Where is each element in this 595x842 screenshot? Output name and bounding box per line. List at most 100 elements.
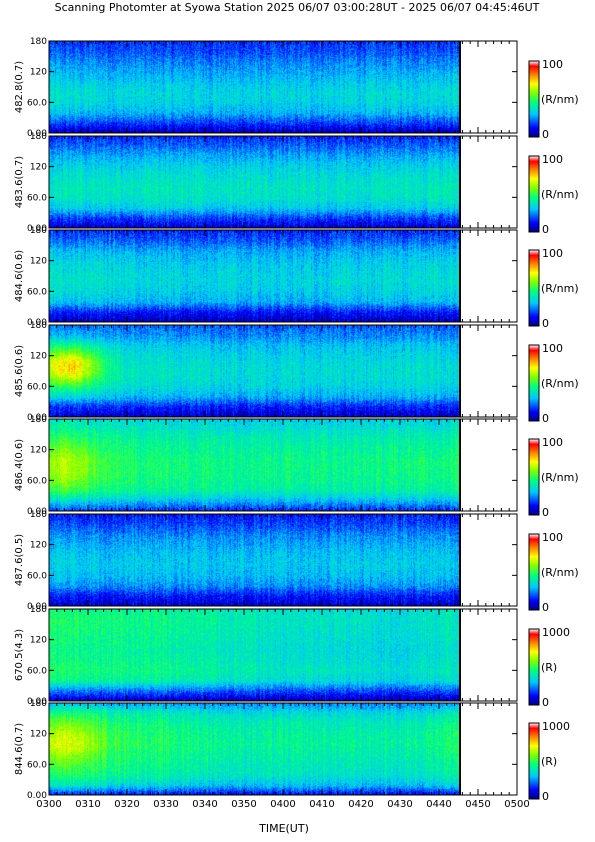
colorbar-unit-label: (R/nm) bbox=[541, 471, 579, 484]
y-tick-label: 60.0 bbox=[27, 666, 47, 676]
y-tick-label: 0.00 bbox=[27, 602, 47, 612]
x-tick-label: 0440 bbox=[426, 799, 451, 810]
x-tick-label: 0310 bbox=[75, 799, 100, 810]
y-tick-label: 120 bbox=[30, 541, 47, 551]
heatmap-image bbox=[49, 41, 460, 133]
y-tick-label: 120 bbox=[30, 257, 47, 267]
colorbar-max-label: 100 bbox=[542, 247, 563, 260]
colorbar-max-label: 100 bbox=[542, 58, 563, 71]
colorbar-max-label: 100 bbox=[542, 531, 563, 544]
heatmap-image bbox=[49, 325, 460, 417]
heatmap-image bbox=[49, 514, 460, 606]
colorbar bbox=[528, 628, 540, 706]
colorbar-max-label: 1000 bbox=[542, 626, 570, 639]
colorbar-unit-label: (R) bbox=[541, 661, 557, 674]
x-tick-label: 0420 bbox=[348, 799, 373, 810]
heatmap-image bbox=[49, 136, 460, 228]
panel-ylabel: 483.6(0.7) bbox=[14, 156, 25, 208]
colorbar-min-label: 0 bbox=[542, 412, 549, 425]
colorbar bbox=[528, 722, 540, 800]
panel-3: 0.00 60.0 120 180 484.6(0.6) 100 (R/nm) 0 bbox=[14, 226, 579, 330]
colorbar-min-label: 0 bbox=[542, 506, 549, 519]
colorbar bbox=[528, 155, 540, 233]
y-tick-label: 0.00 bbox=[27, 697, 47, 707]
y-tick-label: 180 bbox=[30, 132, 47, 142]
x-tick-label: 0400 bbox=[270, 799, 295, 810]
colorbar-unit-label: (R/nm) bbox=[541, 282, 579, 295]
y-tick-label: 120 bbox=[30, 68, 47, 78]
panel-7: 0.00 60.0 120 180 670.5(4.3) 1000 (R) 0 bbox=[14, 605, 570, 709]
y-tick-label: 120 bbox=[30, 730, 47, 740]
x-tick-label: 0450 bbox=[465, 799, 490, 810]
panel-ylabel: 482.8(0.7) bbox=[14, 61, 25, 113]
panel-1: 0.00 60.0 120 180 482.8(0.7) 100 (R/nm) 0 bbox=[14, 37, 579, 141]
colorbar-max-label: 100 bbox=[542, 342, 563, 355]
colorbar-min-label: 0 bbox=[542, 317, 549, 330]
figure-title: Scanning Photomter at Syowa Station 2025… bbox=[55, 1, 540, 14]
y-tick-label: 0.00 bbox=[27, 318, 47, 328]
heatmap-image bbox=[49, 230, 460, 322]
colorbar-min-label: 0 bbox=[542, 696, 549, 709]
panel-4: 0.00 60.0 120 180 485.6(0.6) 100 (R/nm) 0 bbox=[14, 321, 579, 425]
y-tick-label: 60.0 bbox=[27, 760, 47, 770]
colorbar-unit-label: (R/nm) bbox=[541, 566, 579, 579]
colorbar-min-label: 0 bbox=[542, 790, 549, 803]
colorbar bbox=[528, 249, 540, 327]
x-axis-label: TIME(UT) bbox=[258, 822, 309, 835]
x-tick-label: 0320 bbox=[114, 799, 139, 810]
colorbar-unit-label: (R/nm) bbox=[541, 93, 579, 106]
panel-ylabel: 485.6(0.6) bbox=[14, 345, 25, 397]
panel-ylabel: 844.6(0.7) bbox=[14, 723, 25, 775]
y-tick-label: 60.0 bbox=[27, 382, 47, 392]
y-tick-label: 60.0 bbox=[27, 571, 47, 581]
x-tick-label: 0330 bbox=[153, 799, 178, 810]
y-tick-label: 120 bbox=[30, 636, 47, 646]
colorbar bbox=[528, 533, 540, 611]
panel-2: 0.00 60.0 120 180 483.6(0.7) 100 (R/nm) 0 bbox=[14, 132, 579, 236]
colorbar-unit-label: (R/nm) bbox=[541, 188, 579, 201]
x-tick-label: 0410 bbox=[309, 799, 334, 810]
heatmap-image bbox=[49, 419, 460, 511]
colorbar-unit-label: (R/nm) bbox=[541, 377, 579, 390]
y-tick-label: 60.0 bbox=[27, 193, 47, 203]
x-tick-label: 0340 bbox=[192, 799, 217, 810]
colorbar-max-label: 1000 bbox=[542, 720, 570, 733]
panel-ylabel: 670.5(4.3) bbox=[14, 629, 25, 681]
colorbar bbox=[528, 60, 540, 138]
panel-ylabel: 486.4(0.6) bbox=[14, 439, 25, 491]
y-tick-label: 120 bbox=[30, 446, 47, 456]
y-tick-label: 0.00 bbox=[27, 129, 47, 139]
y-tick-label: 60.0 bbox=[27, 98, 47, 108]
panel-stack: 0.00 60.0 120 180 482.8(0.7) 100 (R/nm) 0 0.00 60… bbox=[14, 37, 579, 810]
colorbar bbox=[528, 344, 540, 422]
heatmap-image bbox=[49, 703, 460, 795]
y-tick-label: 180 bbox=[30, 605, 47, 615]
panel-5: 0.00 60.0 120 180 486.4(0.6) 100 (R/nm) 0 bbox=[14, 415, 579, 519]
y-tick-label: 0.00 bbox=[27, 413, 47, 423]
y-tick-label: 180 bbox=[30, 37, 47, 47]
colorbar-min-label: 0 bbox=[542, 223, 549, 236]
panel-8: 0.00 60.0 120 180 844.6(0.7) 1000 (R) 0 bbox=[14, 699, 570, 803]
y-tick-label: 180 bbox=[30, 226, 47, 236]
x-tick-label: 0350 bbox=[231, 799, 256, 810]
y-tick-label: 180 bbox=[30, 510, 47, 520]
x-tick-label: 0430 bbox=[387, 799, 412, 810]
x-tick-label: 0300 bbox=[36, 799, 61, 810]
heatmap-image bbox=[49, 609, 460, 701]
colorbar-min-label: 0 bbox=[542, 601, 549, 614]
panel-6: 0.00 60.0 120 180 487.6(0.5) 100 (R/nm) 0 bbox=[14, 510, 579, 614]
colorbar-unit-label: (R) bbox=[541, 755, 557, 768]
y-tick-label: 120 bbox=[30, 352, 47, 362]
colorbar-max-label: 100 bbox=[542, 153, 563, 166]
y-tick-label: 180 bbox=[30, 415, 47, 425]
colorbar bbox=[528, 438, 540, 516]
y-tick-label: 0.00 bbox=[27, 791, 47, 801]
y-tick-label: 180 bbox=[30, 699, 47, 709]
x-tick-label: 0500 bbox=[504, 799, 529, 810]
y-tick-label: 60.0 bbox=[27, 287, 47, 297]
panel-ylabel: 487.6(0.5) bbox=[14, 534, 25, 586]
y-tick-label: 120 bbox=[30, 163, 47, 173]
y-tick-label: 0.00 bbox=[27, 507, 47, 517]
y-tick-label: 0.00 bbox=[27, 224, 47, 234]
